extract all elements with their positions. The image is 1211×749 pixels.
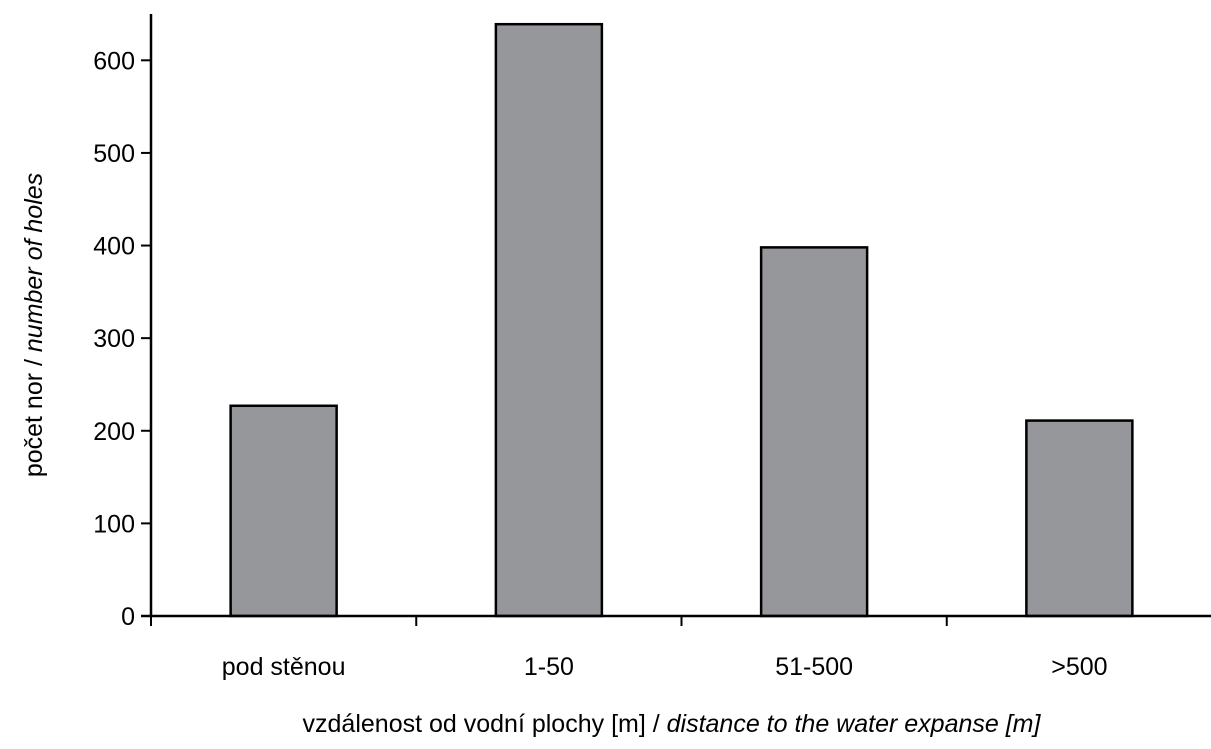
y-axis-title-italic: number of holes — [20, 173, 48, 352]
bar-2 — [759, 246, 869, 618]
y-ticks: 0 100 200 300 400 500 600 — [93, 47, 151, 631]
x-ticks: pod stěnou 1-50 51-500 >500 — [150, 616, 1108, 681]
x-tick-label-2: 51-500 — [775, 653, 853, 681]
y-tick-label-200: 200 — [93, 418, 135, 446]
y-tick-label-0: 0 — [121, 603, 135, 631]
bar-3 — [1025, 419, 1134, 618]
y-tick-label-300: 300 — [93, 325, 135, 353]
bar-1 — [494, 22, 604, 618]
bars — [229, 22, 1134, 618]
x-axis-title-normal: vzdálenost od vodní plochy [m] / — [303, 710, 667, 738]
y-tick-label-500: 500 — [93, 140, 135, 168]
y-tick-label-100: 100 — [93, 510, 135, 538]
x-tick-label-1: 1-50 — [524, 653, 574, 681]
y-axis-title-normal: počet nor / — [20, 352, 48, 477]
y-tick-label-400: 400 — [93, 233, 135, 261]
y-axis-title: počet nor / number of holes — [20, 173, 48, 477]
x-tick-label-0: pod stěnou — [222, 653, 346, 681]
x-axis-title: vzdálenost od vodní plochy [m] / distanc… — [303, 710, 1042, 738]
x-tick-label-3: >500 — [1051, 653, 1107, 681]
bar-0 — [229, 404, 338, 618]
axes — [141, 14, 1211, 618]
x-axis-title-italic: distance to the water expanse [m] — [667, 710, 1042, 738]
y-tick-label-600: 600 — [93, 47, 135, 75]
